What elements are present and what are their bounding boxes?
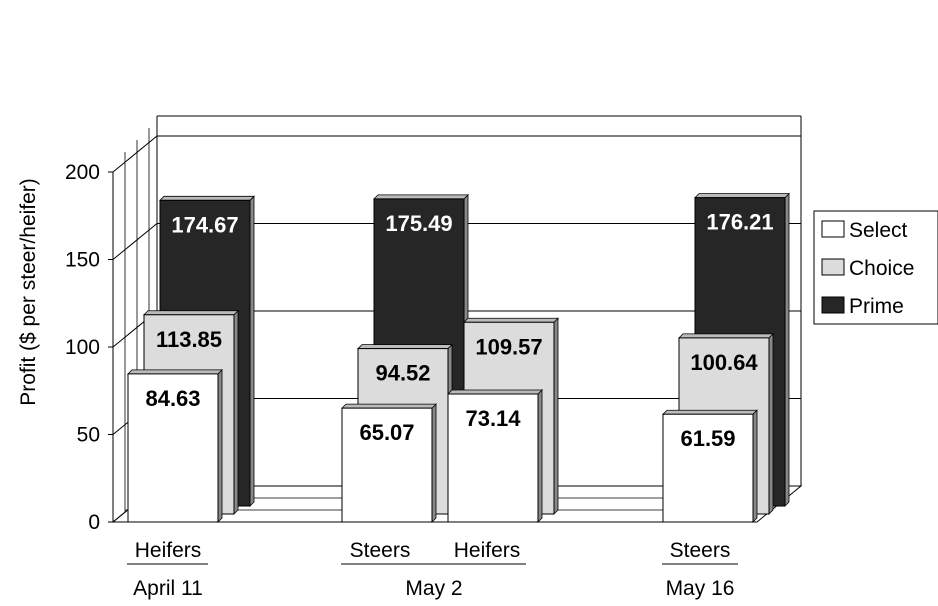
data-label-select-2: 73.14 <box>465 406 521 431</box>
bar-select-1-side <box>431 403 437 523</box>
x-category-label-3: Steers <box>670 539 731 562</box>
y-tick-label-200: 200 <box>65 161 100 184</box>
bar-select-2-top <box>447 389 543 395</box>
bar-select-0-front <box>127 373 219 523</box>
y-axis: 0 50 100 150 200 <box>65 161 113 534</box>
data-label-select-1: 65.07 <box>359 420 414 445</box>
bar-select-2 <box>447 389 543 523</box>
legend-swatch-prime <box>821 296 845 314</box>
bar-choice-0-top <box>143 310 239 316</box>
legend-label-choice: Choice <box>849 257 914 280</box>
bar-select-3-side <box>752 409 758 523</box>
bar-select-2-front <box>447 393 539 523</box>
x-axis-categories: Heifers Steers Heifers Steers April 11 May 2 M… <box>127 539 738 600</box>
bar-prime-3-side <box>784 192 790 507</box>
bar-select-3-top <box>662 409 758 415</box>
data-label-choice-0: 113.85 <box>156 327 222 352</box>
data-label-choice-2: 109.57 <box>475 334 542 359</box>
bar-select-1-top <box>341 403 437 409</box>
bar-choice-2-top <box>463 317 559 323</box>
data-label-prime-1: 175.49 <box>385 211 452 236</box>
y-tick-label-150: 150 <box>65 249 100 272</box>
bar-select-3 <box>662 409 758 523</box>
legend-label-prime: Prime <box>849 295 904 318</box>
data-label-choice-3: 100.64 <box>690 350 758 375</box>
x-category-label-1: Steers <box>350 539 411 562</box>
y-tick-label-0: 0 <box>88 511 100 534</box>
bar-select-3-front <box>662 413 754 523</box>
x-group-label-2: May 16 <box>666 577 735 600</box>
y-tick-label-100: 100 <box>65 336 100 359</box>
x-category-label-2: Heifers <box>454 539 521 562</box>
y-axis-label: Profit ($ per steer/heifer) <box>17 178 40 406</box>
bar-choice-1-top <box>357 344 453 349</box>
data-label-select-3: 61.59 <box>680 426 735 451</box>
bar-select-1-front <box>341 407 433 523</box>
bar-prime-1-top <box>373 194 469 200</box>
legend-label-select: Select <box>849 219 908 242</box>
x-category-label-0: Heifers <box>135 539 202 562</box>
bar-prime-3-top <box>694 193 790 199</box>
legend: Select Choice Prime <box>813 210 938 325</box>
bar-select-2-side <box>537 389 543 523</box>
bar-select-0 <box>127 368 223 523</box>
data-label-prime-0: 174.67 <box>171 212 238 237</box>
data-label-select-0: 84.63 <box>145 386 200 411</box>
data-label-prime-3: 176.21 <box>706 210 773 235</box>
bar-prime-0-side <box>249 195 255 507</box>
side-gridline-150 <box>112 223 158 260</box>
data-label-choice-1: 94.52 <box>375 361 430 386</box>
bar-prime-0-top <box>159 195 255 201</box>
bar-choice-0-side <box>233 309 239 515</box>
bar-select-1 <box>341 403 437 523</box>
bar-choice-3-top <box>678 333 774 339</box>
legend-swatch-choice <box>821 258 845 276</box>
bar-choice-2-side <box>553 317 559 515</box>
legend-swatch-select <box>821 220 845 238</box>
bar-select-0-side <box>217 368 223 523</box>
y-tick-label-50: 50 <box>77 424 100 447</box>
bar-choice-3-side <box>768 332 774 515</box>
side-gridline-200 <box>112 135 158 173</box>
x-group-label-0: April 11 <box>133 577 203 600</box>
x-group-label-1: May 2 <box>405 577 462 600</box>
bars: 174.67 175.49 176.21 113.85 94.52 109.57 100.6… <box>127 192 790 523</box>
bar-select-0-top <box>127 369 223 375</box>
